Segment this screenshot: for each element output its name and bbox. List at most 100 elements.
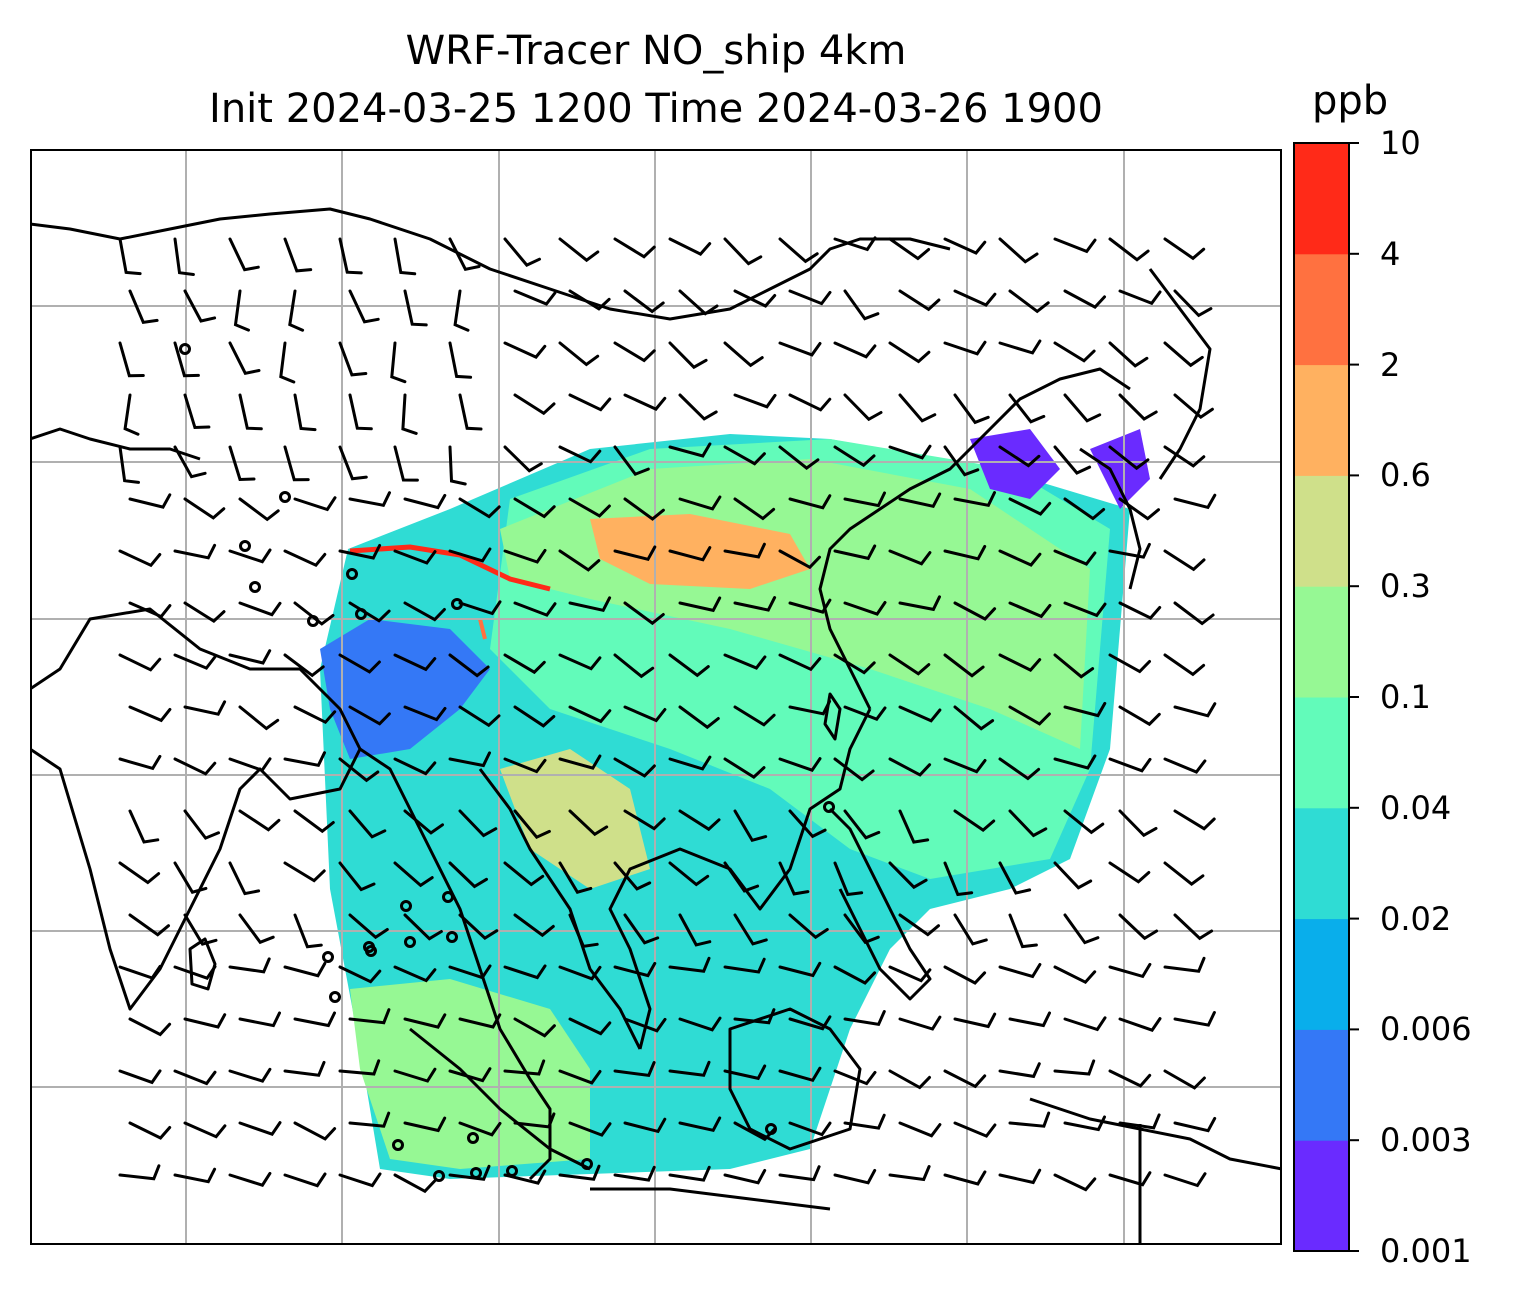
wind-barb	[173, 543, 217, 560]
wind-barb	[898, 393, 937, 423]
wind-barb	[558, 1164, 601, 1181]
colorbar	[1293, 142, 1359, 1252]
wind-barb	[123, 393, 140, 436]
wind-barb	[288, 289, 305, 332]
wind-barb	[503, 237, 541, 267]
wind-barb	[1163, 653, 1206, 677]
wind-barb	[348, 1111, 391, 1128]
wind-barb	[513, 1017, 556, 1038]
wind-barb	[348, 913, 389, 940]
wind-barb	[833, 341, 877, 359]
wind-barb	[228, 861, 261, 896]
wind-barb	[898, 492, 942, 509]
wind-barb	[943, 861, 974, 897]
wind-barb	[943, 545, 987, 561]
colorbar-band	[1294, 1029, 1349, 1141]
wind-barb	[338, 544, 382, 560]
wind-barb	[888, 549, 932, 566]
wind-barb	[1108, 1069, 1152, 1088]
colorbar-ticks	[1349, 142, 1359, 1252]
wind-barb	[1163, 549, 1206, 572]
wind-barb	[403, 601, 446, 622]
wind-barb	[843, 1010, 886, 1026]
wind-barb	[183, 393, 211, 430]
wind-barb	[448, 237, 481, 271]
wind-barb	[788, 809, 827, 839]
wind-barb	[128, 913, 170, 937]
wind-barb	[778, 861, 810, 896]
wind-barb	[1008, 601, 1052, 619]
wind-barb	[833, 1069, 877, 1086]
wind-barb	[778, 549, 821, 570]
wind-barb	[1173, 1011, 1216, 1027]
wind-barb	[183, 289, 217, 323]
calm-wind-circle	[400, 900, 412, 912]
wind-barb	[1063, 289, 1106, 309]
wind-barb	[998, 237, 1039, 264]
wind-barb	[338, 757, 380, 783]
wind-barb	[1108, 861, 1151, 884]
calm-wind-circle	[179, 343, 191, 355]
wind-barb	[678, 393, 718, 421]
wind-barb	[678, 289, 719, 316]
wind-barb	[228, 1067, 272, 1083]
wind-barb	[448, 341, 473, 379]
wind-barb	[953, 289, 997, 307]
wind-barb	[623, 497, 665, 521]
calm-wind-circle	[467, 1132, 479, 1144]
wind-barb	[723, 957, 766, 974]
wind-barb	[788, 598, 832, 614]
wind-barb	[723, 653, 767, 670]
wind-barb	[788, 1121, 832, 1137]
wind-barb	[998, 861, 1032, 895]
wind-barb	[623, 393, 667, 411]
wind-barb	[558, 653, 602, 671]
wind-barb	[118, 237, 142, 276]
wind-barb	[843, 289, 880, 321]
wind-barb	[898, 1121, 942, 1138]
wind-barb	[403, 289, 428, 327]
wind-barb	[503, 548, 547, 564]
wind-barb	[513, 601, 557, 617]
wind-barb	[128, 705, 172, 723]
wind-barb	[458, 1121, 502, 1137]
wind-barb	[1063, 1115, 1106, 1132]
calm-wind-circle	[307, 615, 319, 627]
wind-barb	[843, 393, 883, 422]
wind-barb	[1108, 341, 1149, 368]
wind-barb	[678, 1016, 722, 1032]
wind-barb	[898, 289, 941, 312]
wind-barb	[293, 913, 323, 949]
wind-barb	[1053, 341, 1096, 363]
wind-barb	[173, 1069, 217, 1086]
wind-barb	[403, 809, 444, 835]
coastline-india	[30, 607, 362, 1011]
wind-barb	[1053, 754, 1097, 770]
wind-barb	[453, 289, 470, 332]
wind-barb	[1008, 809, 1048, 838]
wind-barb	[338, 1059, 381, 1076]
wind-barb	[668, 546, 712, 562]
calm-wind-circle	[433, 1170, 445, 1182]
wind-barb	[1008, 705, 1051, 726]
wind-barb	[833, 861, 864, 897]
wind-barb	[623, 601, 665, 626]
wind-barb	[338, 965, 382, 984]
colorbar-band	[1294, 697, 1349, 809]
wind-barb	[953, 1012, 997, 1029]
wind-barb	[283, 751, 326, 767]
wind-barb	[1173, 1116, 1217, 1133]
wind-barb	[678, 705, 720, 730]
wind-barb	[568, 393, 612, 412]
wind-barb	[623, 289, 665, 314]
wind-barb	[778, 341, 822, 357]
wind-barb	[778, 237, 819, 264]
wind-barb	[458, 497, 501, 519]
calm-wind-circle	[581, 1158, 593, 1170]
eastern-edge-purple	[970, 429, 1060, 499]
wind-barb	[1063, 393, 1102, 423]
wind-barb	[238, 497, 280, 522]
wind-barb	[723, 341, 764, 368]
wind-barb	[723, 445, 766, 466]
calm-wind-circle	[451, 598, 463, 610]
